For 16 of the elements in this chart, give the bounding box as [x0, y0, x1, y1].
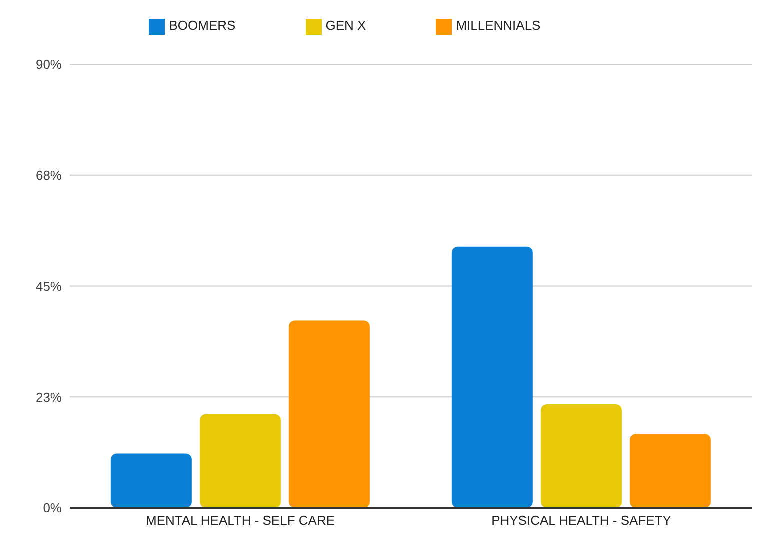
- y-tick-label: 23%: [36, 390, 62, 405]
- bar: [630, 434, 711, 508]
- x-tick-label: PHYSICAL HEALTH - SAFETY: [492, 513, 672, 528]
- legend-label: GEN X: [326, 18, 366, 33]
- bar: [452, 246, 533, 508]
- y-tick-label: 90%: [36, 57, 62, 72]
- bar: [200, 414, 281, 508]
- bar: [540, 404, 622, 508]
- legend-label: BOOMERS: [169, 18, 236, 33]
- bar: [288, 320, 370, 508]
- bar: [110, 454, 192, 508]
- y-tick-label: 45%: [36, 278, 62, 294]
- y-tick-label: 0%: [43, 500, 62, 516]
- legend-label: MILLENNIALS: [456, 18, 541, 33]
- x-tick-label: MENTAL HEALTH - SELF CARE: [146, 513, 336, 528]
- y-tick-label: 68%: [36, 168, 62, 184]
